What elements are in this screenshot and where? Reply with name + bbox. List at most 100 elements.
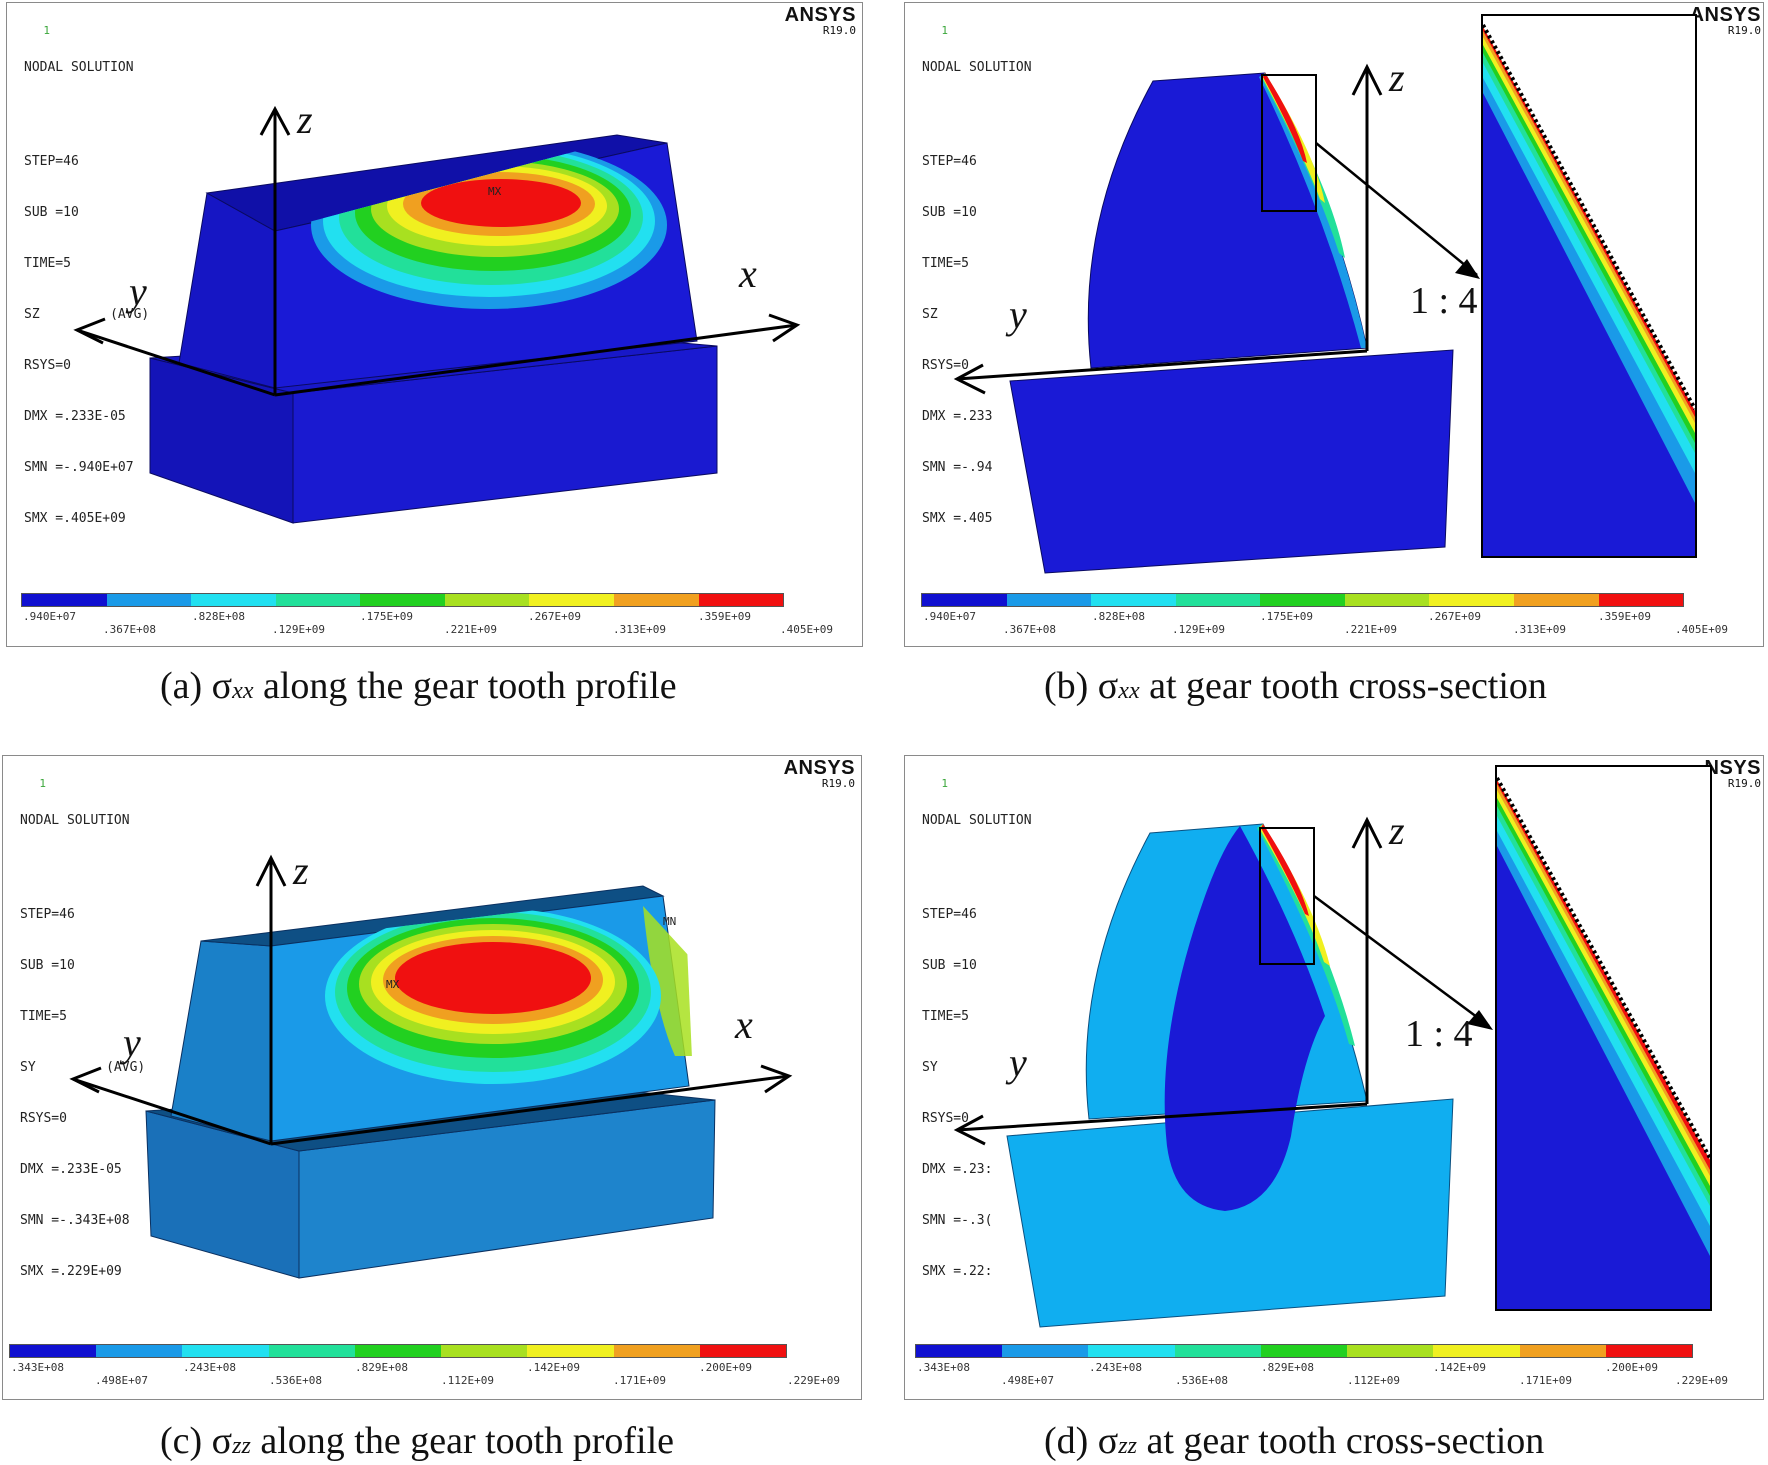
legend-tick: .359E+09	[698, 610, 751, 623]
legend-swatch	[275, 594, 361, 606]
legend-tick: .142E+09	[527, 1361, 580, 1374]
panel-b-line: TIME=5	[922, 256, 969, 271]
panel-d-model: 1 : 4 z y	[953, 765, 1712, 1328]
legend-swatch	[613, 594, 699, 606]
legend-swatch	[1174, 1345, 1261, 1357]
legend-tick: .221E+09	[1344, 623, 1397, 636]
panel-a-number: 1	[43, 24, 50, 37]
axis-y-label: y	[1005, 292, 1027, 337]
legend-swatch	[1347, 1345, 1434, 1357]
legend-swatch	[441, 1345, 528, 1357]
panel-a-header: 1 NODAL SOLUTION STEP=46 SUB =10 TIME=5 …	[12, 5, 149, 595]
axis-y-label: y	[1005, 1040, 1027, 1085]
legend-swatch	[96, 1345, 183, 1357]
legend-tick: .313E+09	[613, 623, 666, 636]
legend-swatch	[1519, 1345, 1606, 1357]
legend-tick: .243E+08	[183, 1361, 236, 1374]
panel-a-model: MX z x y	[73, 97, 801, 524]
panel-a-line: RSYS=0	[24, 358, 71, 373]
panel-a-line: SUB =10	[24, 205, 79, 220]
legend-tick: .940E+07	[923, 610, 976, 623]
panel-a-line: SMX =.405E+09	[24, 511, 126, 526]
legend-tick: .940E+07	[23, 610, 76, 623]
ansys-logo: ANSYS R19.0	[784, 4, 856, 37]
legend-tick: .829E+08	[1261, 1361, 1314, 1374]
legend-swatch	[444, 594, 530, 606]
legend-swatch	[922, 594, 1007, 606]
axis-y-label: y	[119, 1020, 141, 1065]
legend-tick: .405E+09	[780, 623, 833, 636]
panel-c-line: DMX =.233E-05	[20, 1162, 122, 1177]
legend-tick: .175E+09	[1260, 610, 1313, 623]
legend-tick: .367E+08	[1003, 623, 1056, 636]
legend-tick: .200E+09	[699, 1361, 752, 1374]
panel-d-line: TIME=5	[922, 1009, 969, 1024]
legend-tick: .171E+09	[613, 1374, 666, 1387]
legend-tick: .229E+09	[787, 1374, 840, 1387]
panel-a-line: SZ (AVG)	[24, 307, 150, 322]
panel-b-number: 1	[941, 24, 948, 37]
panel-c-header: 1 NODAL SOLUTION STEP=46 SUB =10 TIME=5 …	[8, 758, 145, 1348]
panel-b-line: SUB =10	[922, 205, 977, 220]
panel-b-title: NODAL SOLUTION	[922, 60, 1032, 75]
legend-tick: .829E+08	[355, 1361, 408, 1374]
legend-tick: .267E+09	[528, 610, 581, 623]
legend-swatch	[527, 1345, 614, 1357]
legend-tick: .828E+08	[192, 610, 245, 623]
panel-b-line: STEP=46	[922, 154, 977, 169]
panel-c-line: STEP=46	[20, 907, 75, 922]
axis-z-label: z	[292, 848, 309, 893]
legend-swatch	[1006, 594, 1092, 606]
panel-d-title: NODAL SOLUTION	[922, 813, 1032, 828]
legend-tick: .142E+09	[1433, 1361, 1486, 1374]
legend-swatch	[1598, 594, 1684, 606]
panel-b-model: 1 : 4 z y	[953, 14, 1697, 574]
legend-swatch	[360, 594, 445, 606]
legend-tick: .343E+08	[917, 1361, 970, 1374]
legend-swatch	[1091, 594, 1176, 606]
legend-swatch	[182, 1345, 269, 1357]
panel-b-header: 1 NODAL SOLUTION STEP=46 SUB =10 TIME=5 …	[910, 5, 1032, 595]
legend-swatch	[268, 1345, 355, 1357]
legend-swatch	[1433, 1345, 1520, 1357]
panel-d: 1 NODAL SOLUTION STEP=46 SUB =10 TIME=5 …	[904, 755, 1764, 1400]
legend-tick: .200E+09	[1605, 1361, 1658, 1374]
panel-b: 1 NODAL SOLUTION STEP=46 SUB =10 TIME=5 …	[904, 2, 1764, 647]
axis-z-label: z	[1388, 55, 1405, 100]
legend-swatch	[1429, 594, 1514, 606]
legend-tick: .405E+09	[1675, 623, 1728, 636]
axis-y-label: y	[125, 269, 147, 314]
legend-bar	[9, 1344, 787, 1358]
legend-tick: .129E+09	[1172, 623, 1225, 636]
panel-b-line: SMX =.405	[922, 511, 993, 526]
panel-d-line: DMX =.23:	[922, 1162, 993, 1177]
ansys-logo: NSYS R19.0	[1704, 757, 1761, 790]
min-marker: MN	[663, 915, 676, 928]
legend-tick: .536E+08	[269, 1374, 322, 1387]
panel-c-line: SUB =10	[20, 958, 75, 973]
panel-a-line: TIME=5	[24, 256, 71, 271]
legend-swatch	[1260, 594, 1345, 606]
panel-d-line: SMX =.22:	[922, 1264, 993, 1279]
legend-tick: .367E+08	[103, 623, 156, 636]
panel-d-number: 1	[941, 777, 948, 790]
legend-swatch	[1344, 594, 1430, 606]
panel-d-line: STEP=46	[922, 907, 977, 922]
ansys-logo: ANSYS R19.0	[783, 757, 855, 790]
max-marker: MX	[488, 185, 502, 198]
legend-swatch	[1260, 1345, 1348, 1357]
panel-c-number: 1	[39, 777, 46, 790]
panel-a: 1 NODAL SOLUTION STEP=46 SUB =10 TIME=5 …	[6, 2, 863, 647]
panel-a-title: NODAL SOLUTION	[24, 60, 134, 75]
legend-tick: .267E+09	[1428, 610, 1481, 623]
legend-bar	[21, 593, 784, 607]
legend-swatch	[699, 1345, 786, 1357]
caption-a: (a) σxx along the gear tooth profile	[160, 665, 677, 707]
panel-c-line: SY (AVG)	[20, 1060, 146, 1075]
panel-c-line: SMX =.229E+09	[20, 1264, 122, 1279]
panel-b-line: RSYS=0	[922, 358, 969, 373]
caption-d: (d) σzz at gear tooth cross-section	[1044, 1420, 1545, 1462]
legend-tick: .171E+09	[1519, 1374, 1572, 1387]
legend-swatch	[1513, 594, 1599, 606]
legend-tick: .498E+07	[1001, 1374, 1054, 1387]
